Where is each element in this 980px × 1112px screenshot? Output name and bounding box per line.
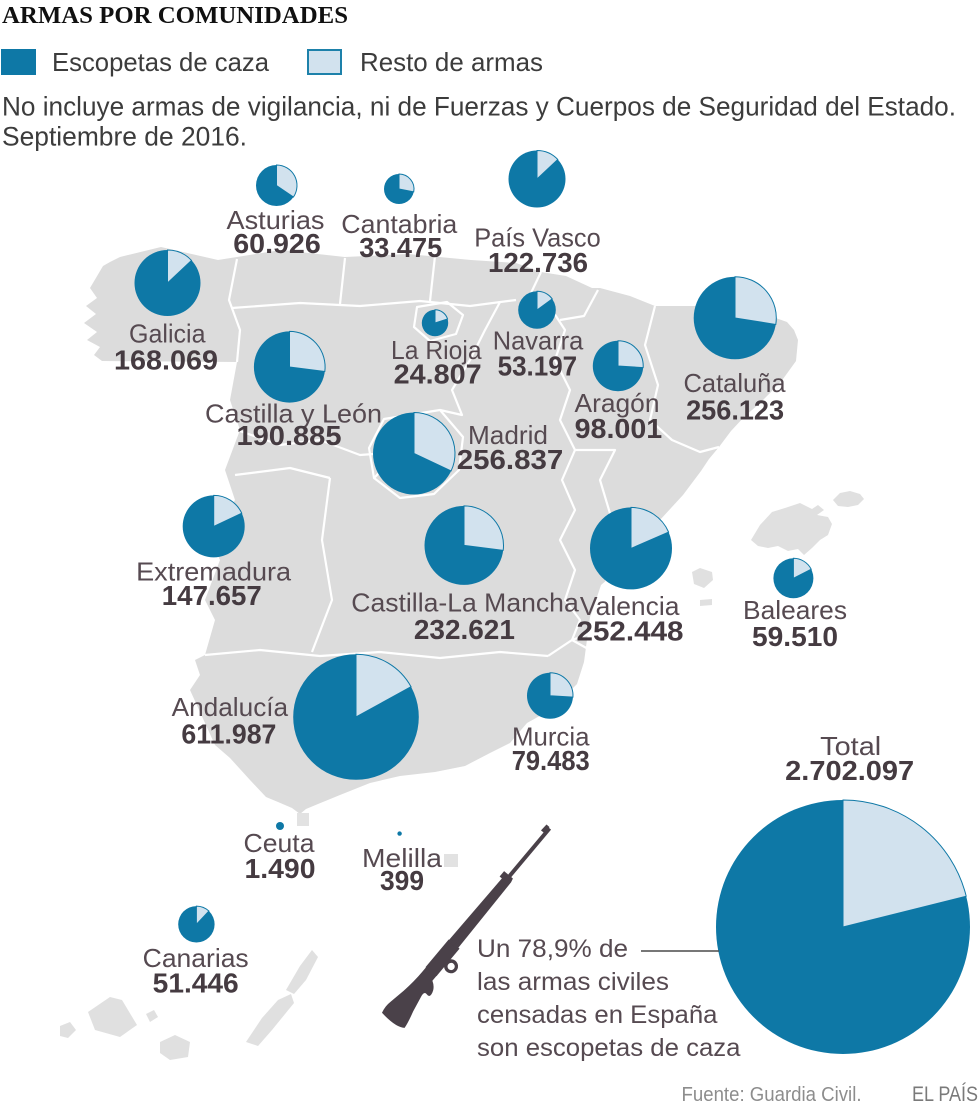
svg-text:122.736: 122.736 [488,247,588,278]
svg-text:Cantabria: Cantabria [341,209,458,239]
svg-text:Fuente: Guardia Civil.: Fuente: Guardia Civil. [682,1084,862,1106]
svg-text:59.510: 59.510 [752,621,838,652]
svg-text:Canarias: Canarias [143,943,249,973]
svg-text:232.621: 232.621 [414,614,515,645]
svg-text:Melilla: Melilla [362,843,443,873]
svg-text:Total: Total [820,731,881,761]
svg-text:No incluye armas de vigilancia: No incluye armas de vigilancia, ni de Fu… [2,92,956,122]
svg-text:252.448: 252.448 [577,616,684,647]
svg-text:Murcia: Murcia [512,722,590,752]
svg-text:ARMAS POR COMUNIDADES: ARMAS POR COMUNIDADES [2,3,348,29]
svg-text:censadas en España: censadas en España [477,1001,718,1029]
svg-text:Aragón: Aragón [575,388,660,418]
svg-text:Castilla y León: Castilla y León [205,398,382,428]
svg-text:98.001: 98.001 [575,413,663,444]
svg-text:147.657: 147.657 [162,580,262,611]
svg-text:1.490: 1.490 [245,853,316,884]
svg-text:Andalucía: Andalucía [172,692,289,722]
svg-text:Madrid: Madrid [468,420,548,450]
svg-text:Escopetas de caza: Escopetas de caza [52,47,270,77]
svg-text:Un 78,9% de: Un 78,9% de [477,935,628,963]
svg-text:24.807: 24.807 [394,359,482,390]
svg-text:611.987: 611.987 [181,718,276,749]
svg-text:Navarra: Navarra [493,326,584,356]
svg-text:Baleares: Baleares [743,595,847,625]
svg-text:60.926: 60.926 [233,228,321,259]
svg-text:Asturias: Asturias [227,205,325,235]
svg-text:399: 399 [380,865,424,896]
svg-text:La Rioja: La Rioja [391,335,482,365]
svg-text:Valencia: Valencia [580,591,680,621]
svg-text:Cataluña: Cataluña [684,368,787,398]
svg-text:Galicia: Galicia [129,319,206,349]
svg-text:53.197: 53.197 [498,350,578,381]
svg-text:33.475: 33.475 [359,232,442,263]
svg-text:190.885: 190.885 [237,420,342,451]
svg-text:Septiembre de 2016.: Septiembre de 2016. [2,122,247,152]
svg-text:79.483: 79.483 [512,745,590,776]
svg-text:Ceuta: Ceuta [244,828,316,858]
svg-text:51.446: 51.446 [153,968,239,999]
svg-text:EL PAÍS: EL PAÍS [912,1083,978,1106]
svg-text:Castilla-La Mancha: Castilla-La Mancha [351,587,579,617]
svg-text:256.837: 256.837 [457,444,564,475]
svg-text:son escopetas de caza: son escopetas de caza [477,1034,741,1062]
svg-text:las armas civiles: las armas civiles [477,968,669,996]
svg-text:256.123: 256.123 [686,395,784,426]
svg-text:2.702.097: 2.702.097 [785,755,914,786]
svg-text:Extremadura: Extremadura [136,557,292,587]
svg-text:Resto de armas: Resto de armas [360,47,543,77]
svg-text:País Vasco: País Vasco [474,223,601,253]
svg-text:168.069: 168.069 [114,345,218,376]
